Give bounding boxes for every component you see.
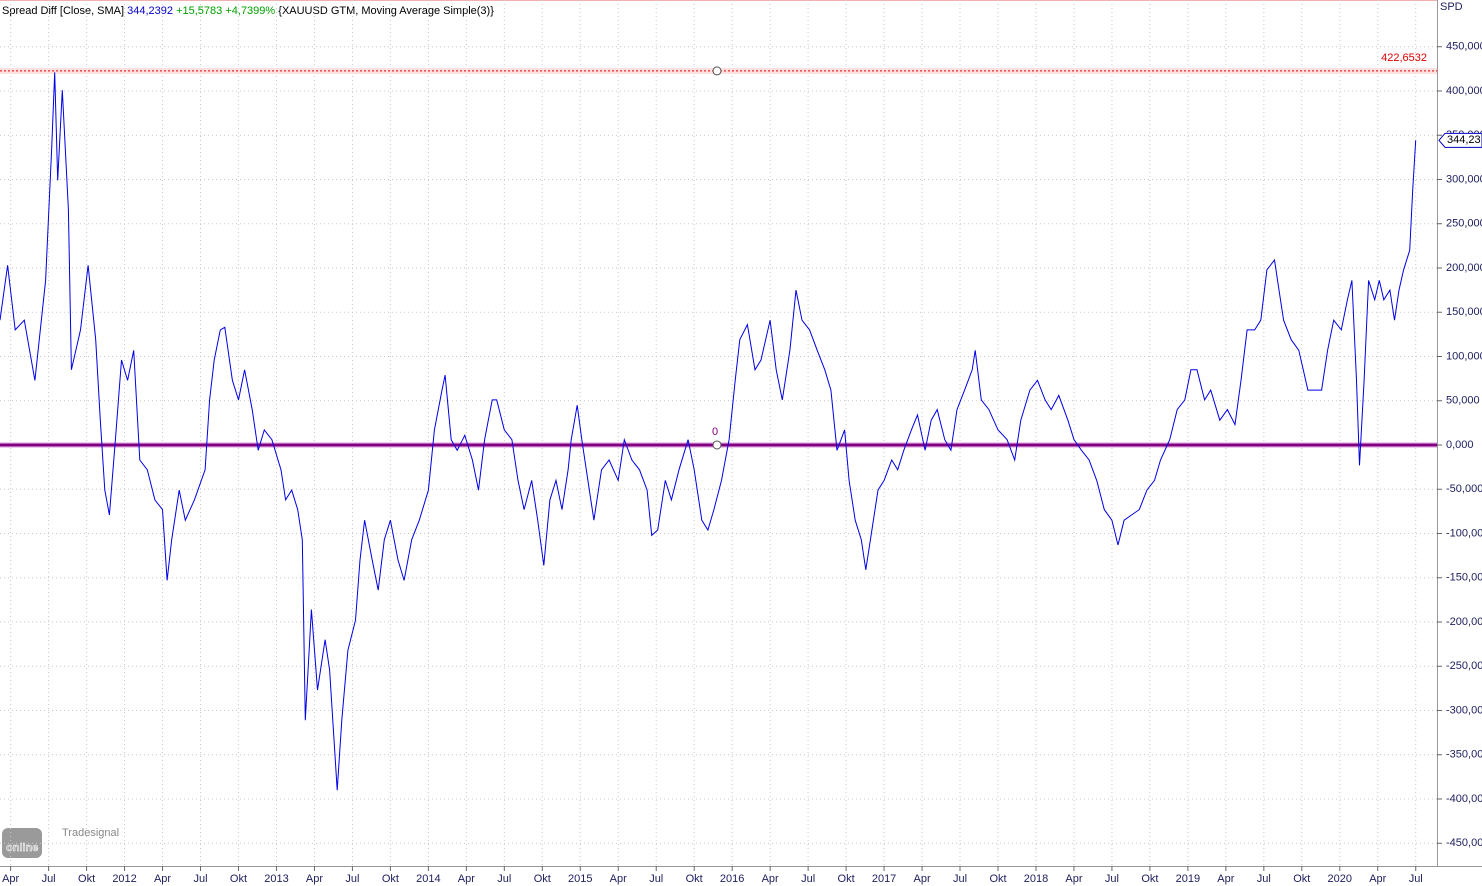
y-tick-label: -50,000 bbox=[1446, 483, 1482, 495]
logo: Tradesignal online bbox=[2, 827, 119, 858]
x-tick-label: Okt bbox=[686, 873, 703, 885]
x-tick-label: Okt bbox=[989, 873, 1006, 885]
x-tick-label: Jul bbox=[193, 873, 207, 885]
y-tick-label: 300,000 bbox=[1446, 173, 1482, 185]
x-tick-label: Apr bbox=[1217, 873, 1234, 885]
y-tick-label: -150,000 bbox=[1446, 572, 1482, 584]
y-tick-label: 200,000 bbox=[1446, 262, 1482, 274]
y-tick-label: 150,000 bbox=[1446, 306, 1482, 318]
change: +15,5783 bbox=[176, 5, 222, 17]
x-tick-label: 2016 bbox=[720, 873, 744, 885]
x-tick-label: Okt bbox=[230, 873, 247, 885]
logo-box bbox=[2, 828, 42, 858]
y-tick-label: 400,000 bbox=[1446, 85, 1482, 97]
y-tick-label: 100,000 bbox=[1446, 350, 1482, 362]
y-tick-label: 50,000 bbox=[1446, 395, 1480, 407]
x-tick-label: 2018 bbox=[1024, 873, 1048, 885]
y-tick-label: -450,000 bbox=[1446, 837, 1482, 849]
x-tick-label: Jul bbox=[42, 873, 56, 885]
y-tick-label: -400,000 bbox=[1446, 793, 1482, 805]
x-tick-label: 2020 bbox=[1328, 873, 1352, 885]
x-tick-label: Jul bbox=[497, 873, 511, 885]
x-tick-label: Apr bbox=[458, 873, 475, 885]
series-name: Spread Diff [Close, SMA] bbox=[2, 5, 124, 17]
change-pct: +4,7399% bbox=[225, 5, 275, 17]
x-tick-label: Apr bbox=[306, 873, 323, 885]
x-tick-label: Okt bbox=[78, 873, 95, 885]
x-tick-label: Jul bbox=[1257, 873, 1271, 885]
symbol: {XAUUSD GTM, Moving Average Simple(3)} bbox=[278, 5, 494, 17]
x-tick-label: 2019 bbox=[1176, 873, 1200, 885]
y-tick-label: -350,000 bbox=[1446, 749, 1482, 761]
y-tick-label: 0,000 bbox=[1446, 439, 1474, 451]
x-tick-label: Okt bbox=[534, 873, 551, 885]
last-value: 344,2392 bbox=[127, 5, 173, 17]
x-tick-label: 2017 bbox=[872, 873, 896, 885]
y-tick-label: -300,000 bbox=[1446, 704, 1482, 716]
x-tick-label: Apr bbox=[154, 873, 171, 885]
x-tick-label: Jul bbox=[649, 873, 663, 885]
x-tick-label: 2012 bbox=[112, 873, 136, 885]
price-marker bbox=[1438, 132, 1482, 148]
y-tick-label: 450,000 bbox=[1446, 41, 1482, 53]
header: Spread Diff [Close, SMA] 344,2392 +15,57… bbox=[2, 5, 494, 17]
logo-small: Tradesignal bbox=[62, 827, 119, 839]
axis-title: SPD bbox=[1440, 1, 1463, 13]
x-tick-label: Okt bbox=[382, 873, 399, 885]
logo-big: online bbox=[6, 842, 38, 854]
hline-handle bbox=[712, 440, 722, 450]
y-tick-label: 250,000 bbox=[1446, 218, 1482, 230]
x-tick-label: Apr bbox=[610, 873, 627, 885]
x-tick-label: Apr bbox=[762, 873, 779, 885]
x-tick-label: Jul bbox=[345, 873, 359, 885]
x-tick-label: Apr bbox=[913, 873, 930, 885]
x-tick-label: Apr bbox=[1065, 873, 1082, 885]
x-tick-label: Jul bbox=[1409, 873, 1423, 885]
x-tick-label: Okt bbox=[1293, 873, 1310, 885]
hline-label: 0 bbox=[712, 426, 718, 438]
y-tick-label: -250,000 bbox=[1446, 660, 1482, 672]
price-marker-label: 344,23 bbox=[1447, 134, 1481, 146]
x-tick-label: Jul bbox=[1105, 873, 1119, 885]
x-tick-label: 2015 bbox=[568, 873, 592, 885]
x-tick-label: Jul bbox=[801, 873, 815, 885]
hline-handle bbox=[712, 66, 722, 76]
hline-label: 422,6532 bbox=[1381, 52, 1427, 64]
x-tick-label: 2014 bbox=[416, 873, 440, 885]
line-series bbox=[0, 72, 1417, 791]
x-tick-label: Apr bbox=[1369, 873, 1386, 885]
x-tick-label: Okt bbox=[838, 873, 855, 885]
y-tick-label: -200,000 bbox=[1446, 616, 1482, 628]
y-tick-label: -100,000 bbox=[1446, 527, 1482, 539]
x-tick-label: Jul bbox=[953, 873, 967, 885]
x-tick-label: Apr bbox=[2, 873, 19, 885]
x-tick-label: 2013 bbox=[264, 873, 288, 885]
x-tick-label: Okt bbox=[1141, 873, 1158, 885]
